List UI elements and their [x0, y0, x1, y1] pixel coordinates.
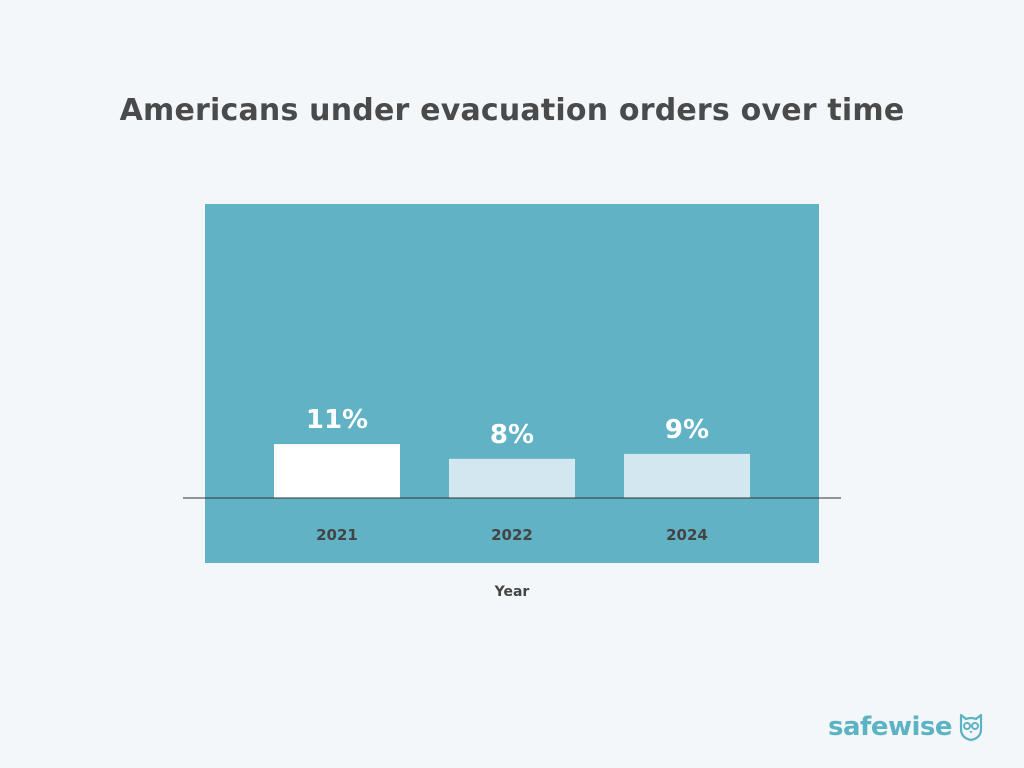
x-axis-label: Year	[494, 584, 530, 600]
x-tick-label-2021: 2021	[316, 526, 358, 544]
data-label-2024: 9%	[665, 415, 709, 445]
chart-title: Americans under evacuation orders over t…	[119, 93, 905, 128]
plot-background	[205, 204, 819, 563]
x-tick-label-2024: 2024	[666, 526, 708, 544]
x-tick-label-2022: 2022	[491, 526, 533, 544]
brand-name: safewise	[827, 712, 953, 742]
bars-layer: 11% 8% 9%	[274, 405, 750, 498]
brand-logo[interactable]: safewise	[828, 712, 984, 742]
owl-icon	[959, 713, 983, 742]
data-label-2021: 11%	[306, 405, 368, 435]
tick-labels: 2021 2022 2024	[316, 526, 708, 544]
bar-2024	[624, 453, 750, 498]
bar-2021	[274, 444, 400, 498]
data-label-2022: 8%	[490, 420, 534, 450]
bar-2022	[449, 458, 575, 498]
